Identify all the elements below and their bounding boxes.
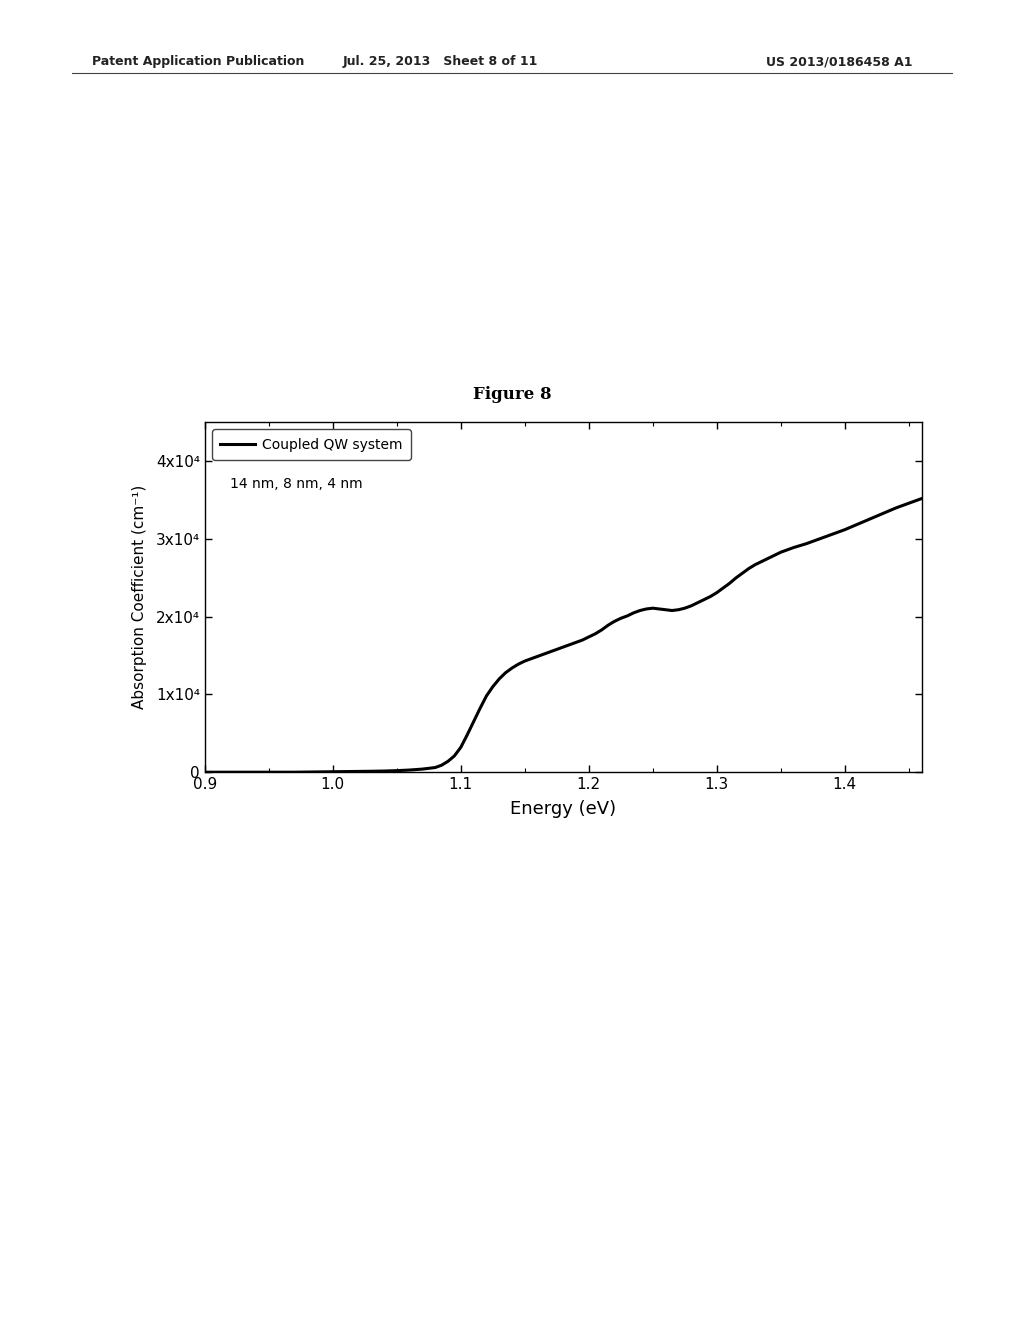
X-axis label: Energy (eV): Energy (eV) [510,800,616,818]
Y-axis label: Absorption Coefficient (cm⁻¹): Absorption Coefficient (cm⁻¹) [132,486,147,709]
Text: Jul. 25, 2013   Sheet 8 of 11: Jul. 25, 2013 Sheet 8 of 11 [343,55,538,69]
Legend: Coupled QW system: Coupled QW system [212,429,411,459]
Text: US 2013/0186458 A1: US 2013/0186458 A1 [766,55,913,69]
Text: Figure 8: Figure 8 [473,385,551,403]
Text: Patent Application Publication: Patent Application Publication [92,55,304,69]
Text: 14 nm, 8 nm, 4 nm: 14 nm, 8 nm, 4 nm [229,477,362,491]
